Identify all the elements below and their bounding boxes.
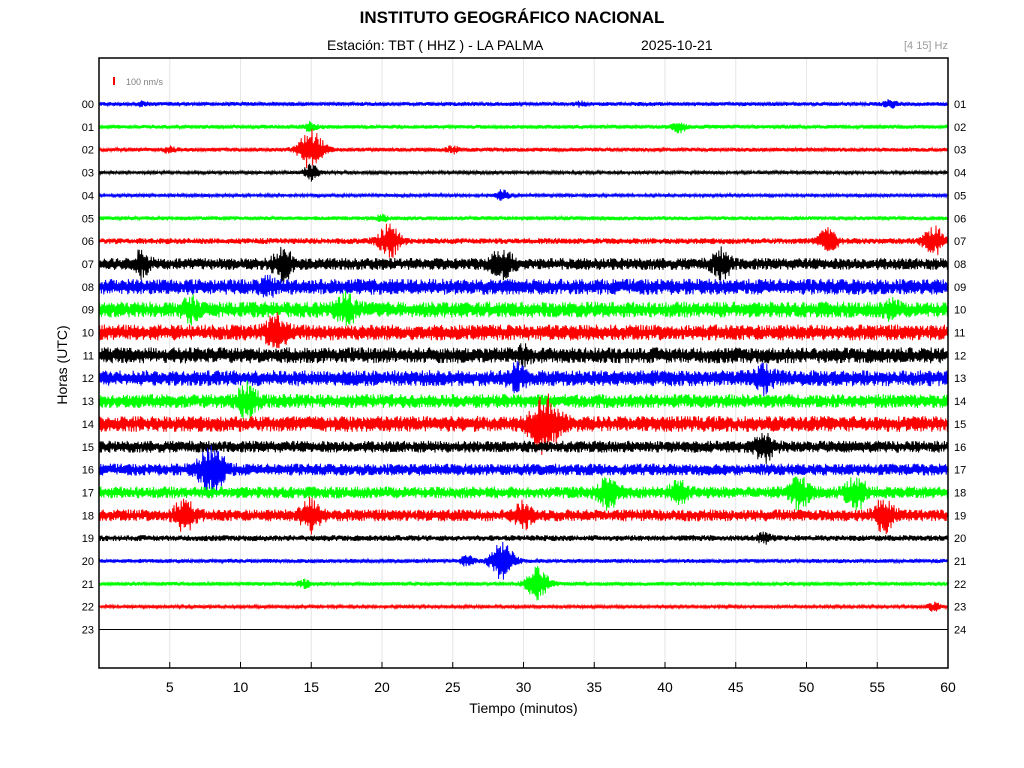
trace-hour-22 <box>98 601 948 612</box>
hour-label-right: 15 <box>954 419 966 431</box>
chart-title: INSTITUTO GEOGRÁFICO NACIONAL <box>359 8 665 27</box>
trace-hour-11 <box>98 343 948 368</box>
hour-label-left: 18 <box>82 510 94 522</box>
hour-label-left: 02 <box>82 145 94 157</box>
hour-label-right: 02 <box>954 122 966 134</box>
hour-label-right: 20 <box>954 533 966 545</box>
trace-hour-05 <box>98 213 948 223</box>
x-tick-label: 5 <box>166 679 174 695</box>
hour-label-left: 05 <box>82 213 94 225</box>
hour-label-right: 12 <box>954 350 966 362</box>
hour-label-left: 07 <box>82 259 94 271</box>
trace-hour-15 <box>98 432 948 464</box>
hour-label-left: 12 <box>82 373 94 385</box>
hour-label-left: 04 <box>82 190 94 202</box>
trace-hour-18 <box>98 496 948 535</box>
hour-label-left: 23 <box>82 625 94 637</box>
hour-label-right: 10 <box>954 305 966 317</box>
hour-label-right: 18 <box>954 487 966 499</box>
x-tick-label: 35 <box>586 679 602 695</box>
x-tick-label: 15 <box>303 679 319 695</box>
hour-label-left: 03 <box>82 168 94 180</box>
trace-hour-10 <box>98 312 948 349</box>
hour-label-left: 08 <box>82 282 94 294</box>
hour-label-left: 22 <box>82 602 94 614</box>
hour-label-left: 13 <box>82 396 94 408</box>
hour-label-left: 11 <box>83 350 94 362</box>
hour-label-right: 04 <box>954 168 966 180</box>
hour-label-right: 14 <box>954 396 966 408</box>
trace-hour-06 <box>98 223 948 258</box>
hour-label-right: 11 <box>954 328 965 340</box>
hour-label-right: 01 <box>954 99 966 111</box>
hour-label-left: 20 <box>82 556 94 568</box>
hour-label-right: 22 <box>954 579 966 591</box>
hour-label-right: 06 <box>954 213 966 225</box>
x-tick-label: 25 <box>445 679 461 695</box>
hour-label-left: 15 <box>82 442 94 454</box>
hour-label-right: 09 <box>954 282 966 294</box>
trace-hour-19 <box>98 531 948 545</box>
hour-label-right: 24 <box>954 625 966 637</box>
hour-label-left: 09 <box>82 305 94 317</box>
x-tick-label: 55 <box>869 679 885 695</box>
x-tick-label: 60 <box>940 679 956 695</box>
x-axis-label: Tiempo (minutos) <box>469 700 578 716</box>
y-axis-label: Horas (UTC) <box>54 325 70 405</box>
trace-hour-17 <box>98 476 948 511</box>
hour-label-left: 10 <box>82 328 94 340</box>
hour-label-right: 07 <box>954 236 966 248</box>
trace-hour-12 <box>98 360 948 397</box>
hour-label-left: 06 <box>82 236 94 248</box>
hour-label-right: 17 <box>954 465 966 477</box>
trace-hour-20 <box>98 541 948 580</box>
hour-label-right: 03 <box>954 145 966 157</box>
x-tick-label: 40 <box>657 679 673 695</box>
date-label: 2025-10-21 <box>641 37 713 53</box>
hour-label-right: 19 <box>954 510 966 522</box>
hour-label-left: 01 <box>82 122 94 134</box>
hour-label-left: 21 <box>82 579 94 591</box>
hour-label-left: 17 <box>82 487 94 499</box>
hour-label-right: 16 <box>954 442 966 454</box>
hour-label-right: 05 <box>954 190 966 202</box>
trace-hour-00 <box>98 99 948 109</box>
trace-hour-16 <box>98 445 948 498</box>
trace-hour-03 <box>98 163 948 182</box>
trace-hour-07 <box>98 246 948 283</box>
scale-label: 100 nm/s <box>126 77 164 87</box>
hour-label-left: 14 <box>82 419 94 431</box>
trace-hour-14 <box>98 393 948 456</box>
trace-hour-08 <box>98 274 948 298</box>
right-mask <box>948 0 1024 728</box>
hour-label-right: 08 <box>954 259 966 271</box>
station-label: Estación: TBT ( HHZ ) - LA PALMA <box>327 37 544 53</box>
hour-label-right: 13 <box>954 373 966 385</box>
hour-label-right: 23 <box>954 602 966 614</box>
trace-hour-13 <box>98 380 948 420</box>
x-tick-label: 50 <box>799 679 815 695</box>
x-tick-label: 45 <box>728 679 744 695</box>
trace-hour-04 <box>98 189 948 201</box>
filter-band-label: [4 15] Hz <box>903 40 948 52</box>
trace-hour-21 <box>98 566 948 601</box>
trace-hour-01 <box>98 120 948 134</box>
hour-label-left: 19 <box>82 533 94 545</box>
trace-hour-09 <box>98 290 948 326</box>
hour-label-left: 16 <box>82 465 94 477</box>
x-tick-label: 10 <box>233 679 249 695</box>
trace-hour-02 <box>98 128 948 169</box>
x-tick-label: 20 <box>374 679 390 695</box>
left-mask <box>0 0 99 728</box>
hour-label-left: 00 <box>82 99 94 111</box>
x-tick-label: 30 <box>516 679 532 695</box>
hour-label-right: 21 <box>954 556 966 568</box>
